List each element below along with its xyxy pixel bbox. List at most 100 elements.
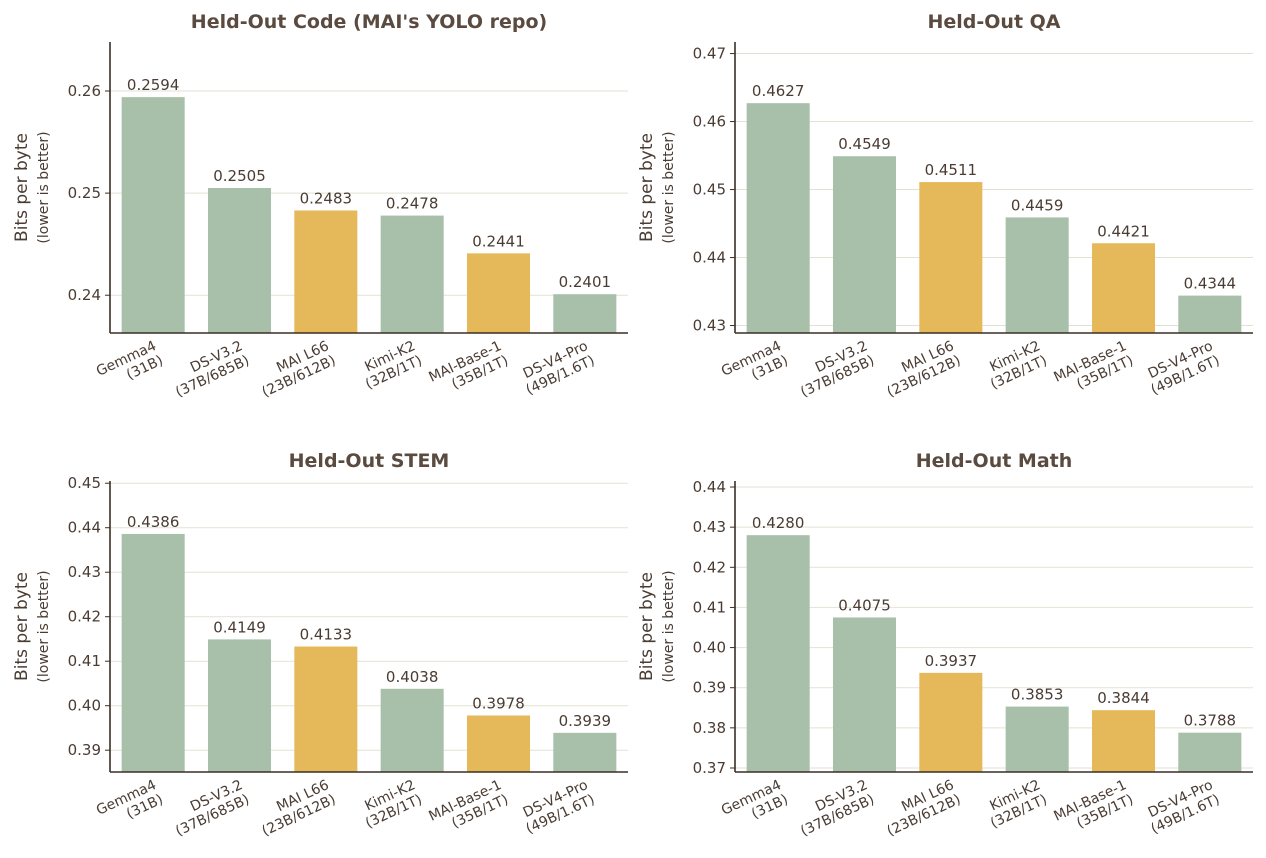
- y-axis-label: Bits per byte: [637, 133, 657, 242]
- chart-panel-math: Held-Out Math 0.37 0.38 0.39 0.40 0.41 0.42 0.4…: [637, 450, 1253, 840]
- x-tick-label-kimi-k2: Kimi-K2(32B/1T): [981, 777, 1049, 832]
- bar-value-label: 0.2478: [386, 195, 439, 213]
- bar-value-label: 0.4075: [838, 596, 891, 614]
- bar-value-label: 0.3788: [1184, 712, 1237, 730]
- bar-value-label: 0.4627: [752, 82, 805, 100]
- x-tick-label-kimi-k2: Kimi-K2(32B/1T): [356, 338, 424, 393]
- bar-value-label: 0.4038: [386, 668, 439, 686]
- y-tick-label: 0.42: [693, 558, 726, 576]
- bar-kimi-k2: [1005, 706, 1069, 772]
- y-tick-label: 0.38: [693, 719, 726, 737]
- x-tick-label-kimi-k2: Kimi-K2(32B/1T): [981, 338, 1049, 393]
- bar-ds-v4-pro: [1178, 295, 1242, 333]
- bar-gemma4: [746, 103, 810, 333]
- x-tick-label-mai-l66: MAI L66(23B/612B): [253, 338, 339, 401]
- y-tick-label: 0.42: [68, 608, 101, 626]
- x-tick-label-mai-l66: MAI L66(23B/612B): [878, 777, 964, 840]
- y-tick-label: 0.46: [693, 113, 726, 131]
- bar-mai-base-1: [1091, 243, 1156, 333]
- bar-value-label: 0.4421: [1097, 222, 1150, 240]
- x-tick-label-ds-v3-2: DS-V3.2(37B/685B): [791, 338, 876, 401]
- bar-ds-v3-2: [207, 639, 272, 772]
- y-tick-label: 0.44: [68, 519, 101, 537]
- bar-mai-l66: [294, 210, 358, 333]
- y-axis-sublabel: (lower is better): [661, 570, 677, 682]
- bar-mai-l66: [294, 646, 358, 772]
- x-tick-label-kimi-k2: Kimi-K2(32B/1T): [356, 777, 424, 832]
- bar-kimi-k2: [380, 215, 444, 333]
- y-tick-label: 0.25: [68, 184, 101, 202]
- y-tick-label: 0.39: [693, 679, 726, 697]
- y-tick-label: 0.47: [693, 45, 726, 63]
- bar-mai-base-1: [466, 253, 531, 333]
- bar-ds-v3-2: [832, 617, 897, 772]
- bar-mai-l66: [919, 672, 983, 772]
- x-tick-label-ds-v3-2: DS-V3.2(37B/685B): [791, 777, 876, 840]
- bar-gemma4: [121, 97, 185, 333]
- bar-ds-v3-2: [832, 156, 897, 333]
- bar-value-label: 0.4133: [300, 626, 353, 644]
- x-tick-label-ds-v4-pro: DS-V4-Pro(49B/1.6T): [1142, 338, 1222, 398]
- y-tick-label: 0.41: [693, 598, 726, 616]
- bar-value-label: 0.3853: [1011, 686, 1064, 704]
- y-tick-label: 0.44: [693, 478, 726, 496]
- chart-title: Held-Out Math: [916, 450, 1073, 472]
- bar-value-label: 0.4511: [925, 161, 978, 179]
- y-tick-label: 0.24: [68, 286, 101, 304]
- y-tick-label: 0.43: [693, 518, 726, 536]
- x-tick-label-gemma4: Gemma4(31B): [719, 777, 791, 833]
- y-tick-label: 0.40: [68, 697, 101, 715]
- bar-mai-base-1: [466, 715, 531, 772]
- x-tick-label-mai-base-1: MAI-Base-1(35B/1T): [1051, 338, 1136, 400]
- y-axis-label: Bits per byte: [12, 133, 32, 242]
- bar-ds-v4-pro: [553, 732, 617, 772]
- bar-mai-base-1: [1091, 710, 1156, 772]
- y-axis-sublabel: (lower is better): [36, 131, 52, 243]
- x-tick-label-mai-l66: MAI L66(23B/612B): [878, 338, 964, 401]
- x-tick-label-ds-v4-pro: DS-V4-Pro(49B/1.6T): [517, 338, 597, 398]
- bar-mai-l66: [919, 182, 983, 333]
- x-tick-label-mai-base-1: MAI-Base-1(35B/1T): [1051, 777, 1136, 839]
- chart-panel-code: Held-Out Code (MAI's YOLO repo) 0.24 0.25 0…: [12, 11, 628, 401]
- bar-value-label: 0.3937: [925, 652, 978, 670]
- bar-value-label: 0.2401: [559, 273, 612, 291]
- bar-ds-v3-2: [207, 188, 272, 333]
- bar-ds-v4-pro: [553, 294, 617, 333]
- bar-value-label: 0.3978: [472, 694, 525, 712]
- y-axis-label: Bits per byte: [12, 572, 32, 681]
- y-axis-sublabel: (lower is better): [36, 570, 52, 682]
- bar-value-label: 0.4386: [127, 513, 180, 531]
- chart-title: Held-Out STEM: [289, 450, 450, 472]
- x-tick-label-gemma4: Gemma4(31B): [94, 338, 166, 394]
- x-tick-label-mai-base-1: MAI-Base-1(35B/1T): [426, 777, 511, 839]
- y-tick-label: 0.44: [693, 249, 726, 267]
- bar-value-label: 0.4459: [1011, 196, 1064, 214]
- y-tick-label: 0.26: [68, 82, 101, 100]
- bar-value-label: 0.3939: [559, 712, 612, 730]
- x-tick-label-mai-base-1: MAI-Base-1(35B/1T): [426, 338, 511, 400]
- y-tick-label: 0.43: [693, 317, 726, 335]
- y-tick-label: 0.40: [693, 639, 726, 657]
- bar-value-label: 0.3844: [1097, 689, 1150, 707]
- chart-panel-stem: Held-Out STEM 0.39 0.40 0.41 0.42 0.43 0.44 0.4…: [12, 450, 628, 840]
- y-axis-label: Bits per byte: [637, 572, 657, 681]
- y-axis-sublabel: (lower is better): [661, 131, 677, 243]
- x-tick-label-ds-v3-2: DS-V3.2(37B/685B): [166, 338, 251, 401]
- bar-gemma4: [121, 533, 185, 772]
- bar-kimi-k2: [1005, 217, 1069, 333]
- x-tick-label-gemma4: Gemma4(31B): [719, 338, 791, 394]
- y-tick-label: 0.41: [68, 652, 101, 670]
- x-tick-label-mai-l66: MAI L66(23B/612B): [253, 777, 339, 840]
- x-tick-label-ds-v3-2: DS-V3.2(37B/685B): [166, 777, 251, 840]
- y-tick-label: 0.45: [693, 181, 726, 199]
- bar-gemma4: [746, 535, 810, 772]
- y-tick-label: 0.39: [68, 741, 101, 759]
- chart-panel-qa: Held-Out QA 0.43 0.44 0.45 0.46 0.47 0.4627 Gem…: [637, 11, 1253, 401]
- y-tick-label: 0.45: [68, 474, 101, 492]
- bar-value-label: 0.4149: [213, 618, 266, 636]
- chart-title: Held-Out Code (MAI's YOLO repo): [191, 11, 547, 33]
- y-tick-label: 0.37: [693, 759, 726, 777]
- bar-value-label: 0.2441: [472, 232, 525, 250]
- bar-value-label: 0.4344: [1184, 275, 1237, 293]
